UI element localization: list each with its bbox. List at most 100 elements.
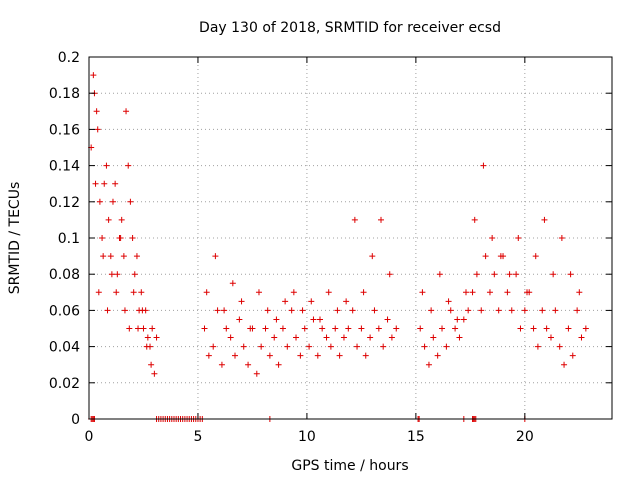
data-point	[434, 352, 441, 359]
data-point	[100, 253, 107, 260]
data-point	[99, 235, 106, 241]
data-point	[264, 307, 271, 314]
data-point	[103, 162, 110, 169]
data-point	[561, 361, 568, 368]
data-point	[319, 325, 326, 332]
data-point	[262, 325, 269, 332]
data-point	[121, 307, 128, 314]
y-tick-label: 0.14	[49, 159, 80, 175]
x-tick-label: 15	[407, 429, 425, 445]
data-point	[218, 361, 225, 368]
data-point	[210, 343, 217, 350]
data-point	[515, 235, 522, 241]
data-point	[367, 334, 374, 341]
data-point	[524, 289, 531, 296]
y-tick-label: 0.02	[49, 376, 80, 392]
data-point	[332, 325, 339, 332]
x-tick-label: 5	[193, 429, 202, 445]
data-point	[127, 198, 134, 205]
data-point	[430, 334, 437, 341]
data-point	[293, 334, 300, 341]
data-point	[126, 325, 133, 332]
x-axis-label: GPS time / hours	[291, 458, 408, 474]
data-point	[574, 307, 581, 314]
data-point	[358, 325, 365, 332]
data-point	[541, 216, 548, 223]
y-tick-label: 0.16	[49, 122, 80, 138]
data-point	[288, 307, 295, 314]
data-point	[343, 298, 350, 305]
data-point	[530, 325, 537, 332]
data-point	[214, 307, 221, 314]
data-point	[123, 108, 130, 115]
data-point	[133, 253, 140, 260]
data-point	[478, 307, 485, 314]
chart-title: Day 130 of 2018, SRMTID for receiver ecs…	[199, 20, 501, 36]
data-point	[386, 271, 393, 278]
data-point	[543, 325, 550, 332]
data-point	[462, 289, 469, 296]
data-point	[271, 334, 278, 341]
data-point	[428, 307, 435, 314]
data-point	[273, 316, 280, 323]
data-point	[205, 352, 212, 359]
data-point	[316, 316, 323, 323]
data-point	[486, 289, 493, 296]
data-point	[473, 271, 480, 278]
data-point	[149, 325, 156, 332]
data-point	[314, 352, 321, 359]
data-point	[375, 325, 382, 332]
data-point	[325, 289, 332, 296]
data-point	[140, 325, 147, 332]
data-point	[552, 307, 559, 314]
data-point	[384, 316, 391, 323]
data-point	[445, 298, 452, 305]
data-point	[297, 352, 304, 359]
data-point	[323, 334, 330, 341]
data-point	[558, 235, 565, 241]
data-point	[436, 271, 443, 278]
y-tick-label: 0.1	[58, 231, 80, 247]
data-point	[569, 352, 576, 359]
data-point	[495, 307, 502, 314]
y-tick-label: 0.06	[49, 303, 80, 319]
data-point	[506, 271, 513, 278]
data-point	[497, 253, 504, 260]
data-point	[144, 334, 151, 341]
y-tick-label: 0	[71, 412, 80, 428]
data-point	[109, 198, 116, 205]
data-point	[92, 180, 99, 187]
y-tick-label: 0.08	[49, 267, 80, 283]
data-point	[480, 162, 487, 169]
data-point	[129, 235, 136, 241]
data-point	[336, 352, 343, 359]
data-point	[120, 253, 127, 260]
data-point	[532, 253, 539, 260]
data-point	[340, 334, 347, 341]
data-point	[425, 361, 432, 368]
data-points	[88, 72, 589, 422]
data-point	[565, 325, 572, 332]
x-tick-label: 10	[298, 429, 316, 445]
data-point	[482, 253, 489, 260]
y-axis-label: SRMTID / TECUs	[7, 182, 23, 295]
data-point	[456, 334, 463, 341]
data-point	[306, 343, 313, 350]
data-point	[454, 316, 461, 323]
data-point	[130, 289, 137, 296]
data-point	[362, 352, 369, 359]
data-point	[534, 343, 541, 350]
data-point	[238, 298, 245, 305]
data-point	[138, 289, 145, 296]
data-point	[388, 334, 395, 341]
data-point	[452, 325, 459, 332]
data-point	[517, 325, 524, 332]
data-point	[236, 316, 243, 323]
x-tick-label: 0	[85, 429, 94, 445]
y-tick-label: 0.2	[58, 50, 80, 66]
data-point	[576, 289, 583, 296]
data-point	[135, 325, 142, 332]
data-point	[223, 325, 230, 332]
data-point	[221, 307, 228, 314]
data-point	[465, 307, 472, 314]
